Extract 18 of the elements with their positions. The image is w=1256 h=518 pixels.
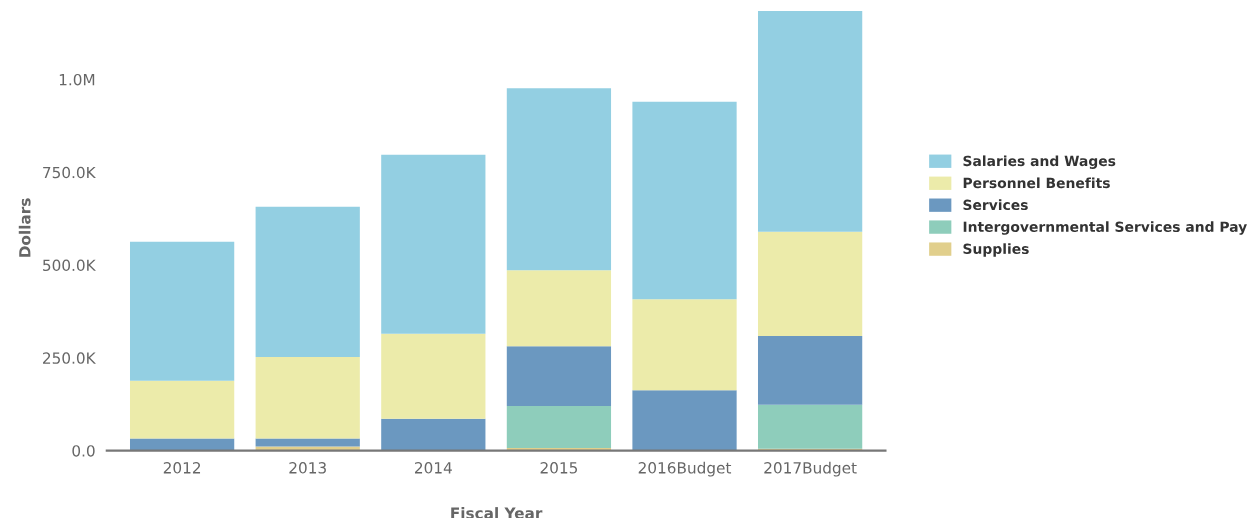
x-tick-label: 2015 [540, 462, 578, 474]
legend-label: Intergovernmental Services and Pay [963, 221, 1247, 235]
y-tick-label: 250.0K [43, 352, 96, 364]
legend-label: Salaries and Wages [963, 155, 1116, 169]
y-tick-label: 1.0M [59, 73, 95, 86]
x-tick-label: 2012 [163, 462, 201, 474]
y-tick-label: 0.0 [72, 445, 95, 457]
x-tick-label: 2013 [289, 462, 326, 474]
legend-label: Services [963, 199, 1028, 211]
y-tick-label: 500.0K [43, 259, 96, 272]
x-tick-label: 2014 [415, 462, 452, 474]
x-axis-title: Fiscal Year [451, 507, 543, 518]
y-tick-label: 750.0K [43, 166, 96, 179]
legend-label: Supplies [963, 243, 1029, 257]
legend-label: Personnel Benefits [963, 177, 1110, 189]
x-tick-label: 2016Budget [638, 461, 732, 477]
y-axis-title: Dollars [18, 198, 31, 257]
x-tick-label: 2017Budget [764, 461, 857, 477]
